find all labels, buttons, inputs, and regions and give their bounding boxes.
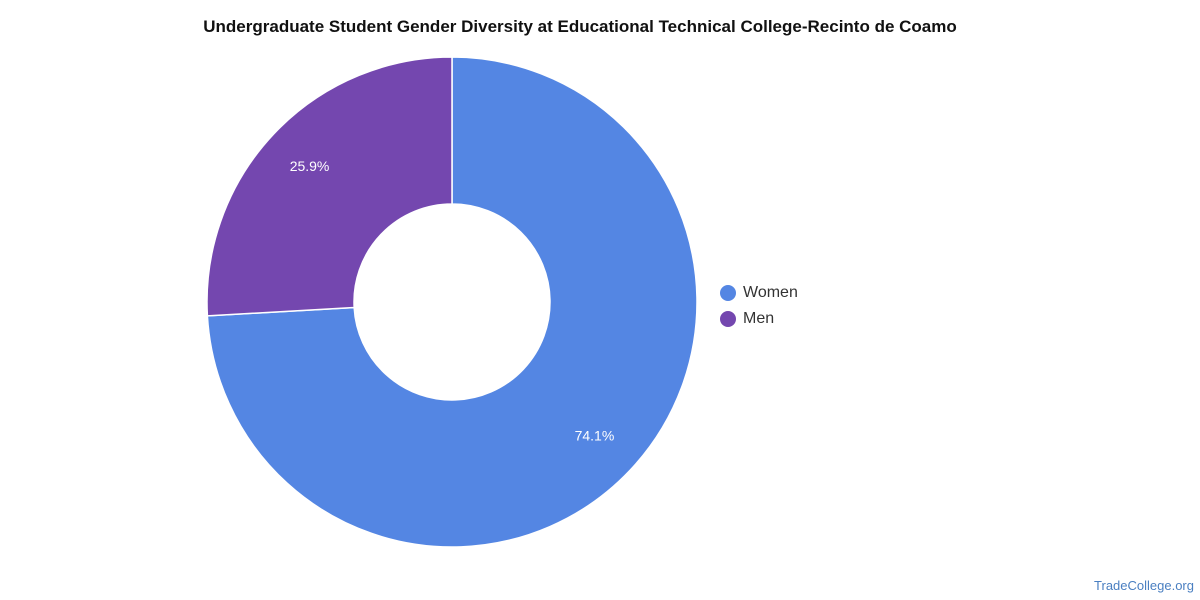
data-label-men: 25.9% — [290, 158, 330, 174]
legend-label-men: Men — [743, 310, 775, 327]
chart-title: Undergraduate Student Gender Diversity a… — [203, 17, 957, 36]
legend-item-men[interactable]: Men — [720, 306, 798, 332]
legend: Women Men — [720, 280, 798, 332]
data-label-women: 74.1% — [575, 427, 615, 443]
watermark: TradeCollege.org — [1094, 578, 1194, 593]
donut-slice-men[interactable] — [206, 56, 453, 317]
donut-slice-women[interactable] — [206, 56, 698, 548]
legend-swatch-men — [720, 311, 736, 327]
legend-item-women[interactable]: Women — [720, 280, 798, 306]
legend-swatch-women — [720, 285, 736, 301]
legend-label-women: Women — [743, 284, 798, 301]
